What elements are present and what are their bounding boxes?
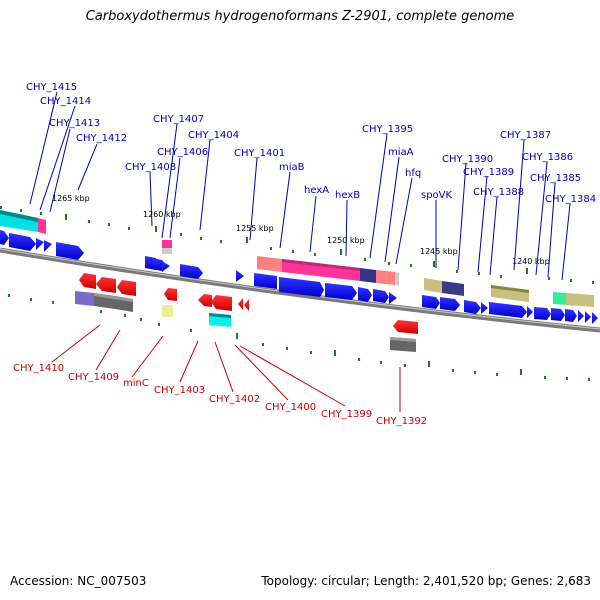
tick-label-1255: 1255 kbp xyxy=(236,224,274,233)
gene-label-chy-1407[interactable]: CHY_1407 xyxy=(153,114,204,125)
gene-label-hfq[interactable]: hfq xyxy=(405,168,421,179)
gene-label-chy-1403[interactable]: CHY_1403 xyxy=(154,385,205,396)
gene-label-miab[interactable]: miaB xyxy=(279,162,305,173)
reverse-cds-track xyxy=(79,273,418,334)
gene-label-chy-1404[interactable]: CHY_1404 xyxy=(188,130,239,141)
gene-label-hexa[interactable]: hexA xyxy=(304,185,329,196)
map-title: Carboxydothermus hydrogenoformans Z-2901… xyxy=(85,9,515,24)
gene-label-chy-1386[interactable]: CHY_1386 xyxy=(522,152,573,163)
gene-label-chy-1408[interactable]: CHY_1408 xyxy=(125,162,176,173)
lower-tick-marks xyxy=(8,294,590,381)
gene-label-minc[interactable]: minC xyxy=(123,378,149,389)
lower-leader-lines xyxy=(51,324,401,412)
gene-label-chy-1387[interactable]: CHY_1387 xyxy=(500,130,551,141)
gene-label-chy-1395[interactable]: CHY_1395 xyxy=(362,124,413,135)
gene-label-chy-1406[interactable]: CHY_1406 xyxy=(157,147,208,158)
upper-tick-marks xyxy=(0,206,594,284)
upper-leader-lines xyxy=(29,91,571,281)
gene-label-chy-1399[interactable]: CHY_1399 xyxy=(321,409,372,420)
gene-label-chy-1392[interactable]: CHY_1392 xyxy=(376,416,427,427)
gene-label-chy-1390[interactable]: CHY_1390 xyxy=(442,154,493,165)
gene-label-chy-1409[interactable]: CHY_1409 xyxy=(68,372,119,383)
genome-backbone xyxy=(0,247,600,333)
upper-feature-track xyxy=(0,210,594,307)
gene-label-spovk[interactable]: spoVK xyxy=(421,190,453,201)
forward-cds-track xyxy=(0,230,598,324)
tick-label-1260: 1260 kbp xyxy=(143,210,181,219)
gene-label-hexb[interactable]: hexB xyxy=(335,190,360,201)
gene-label-chy-1415[interactable]: CHY_1415 xyxy=(26,82,77,93)
gene-label-chy-1400[interactable]: CHY_1400 xyxy=(265,402,316,413)
gene-label-chy-1410[interactable]: CHY_1410 xyxy=(13,363,64,374)
gene-label-chy-1413[interactable]: CHY_1413 xyxy=(49,118,100,129)
gene-label-chy-1389[interactable]: CHY_1389 xyxy=(463,167,514,178)
gene-label-chy-1384[interactable]: CHY_1384 xyxy=(545,194,596,205)
gene-label-chy-1401[interactable]: CHY_1401 xyxy=(234,148,285,159)
gene-label-miaa[interactable]: miaA xyxy=(388,147,414,158)
topology-text: Topology: circular; Length: 2,401,520 bp… xyxy=(261,574,591,588)
gene-label-chy-1402[interactable]: CHY_1402 xyxy=(209,394,260,405)
gene-label-chy-1385[interactable]: CHY_1385 xyxy=(530,173,581,184)
gene-label-chy-1412[interactable]: CHY_1412 xyxy=(76,133,127,144)
tick-label-1245: 1245 kbp xyxy=(420,247,458,256)
tick-label-1265: 1265 kbp xyxy=(52,194,90,203)
lower-feature-track xyxy=(75,291,416,352)
accession-text: Accession: NC_007503 xyxy=(10,574,147,588)
tick-label-1240: 1240 kbp xyxy=(512,257,550,266)
gene-label-chy-1388[interactable]: CHY_1388 xyxy=(473,187,524,198)
gene-label-chy-1414[interactable]: CHY_1414 xyxy=(40,96,91,107)
